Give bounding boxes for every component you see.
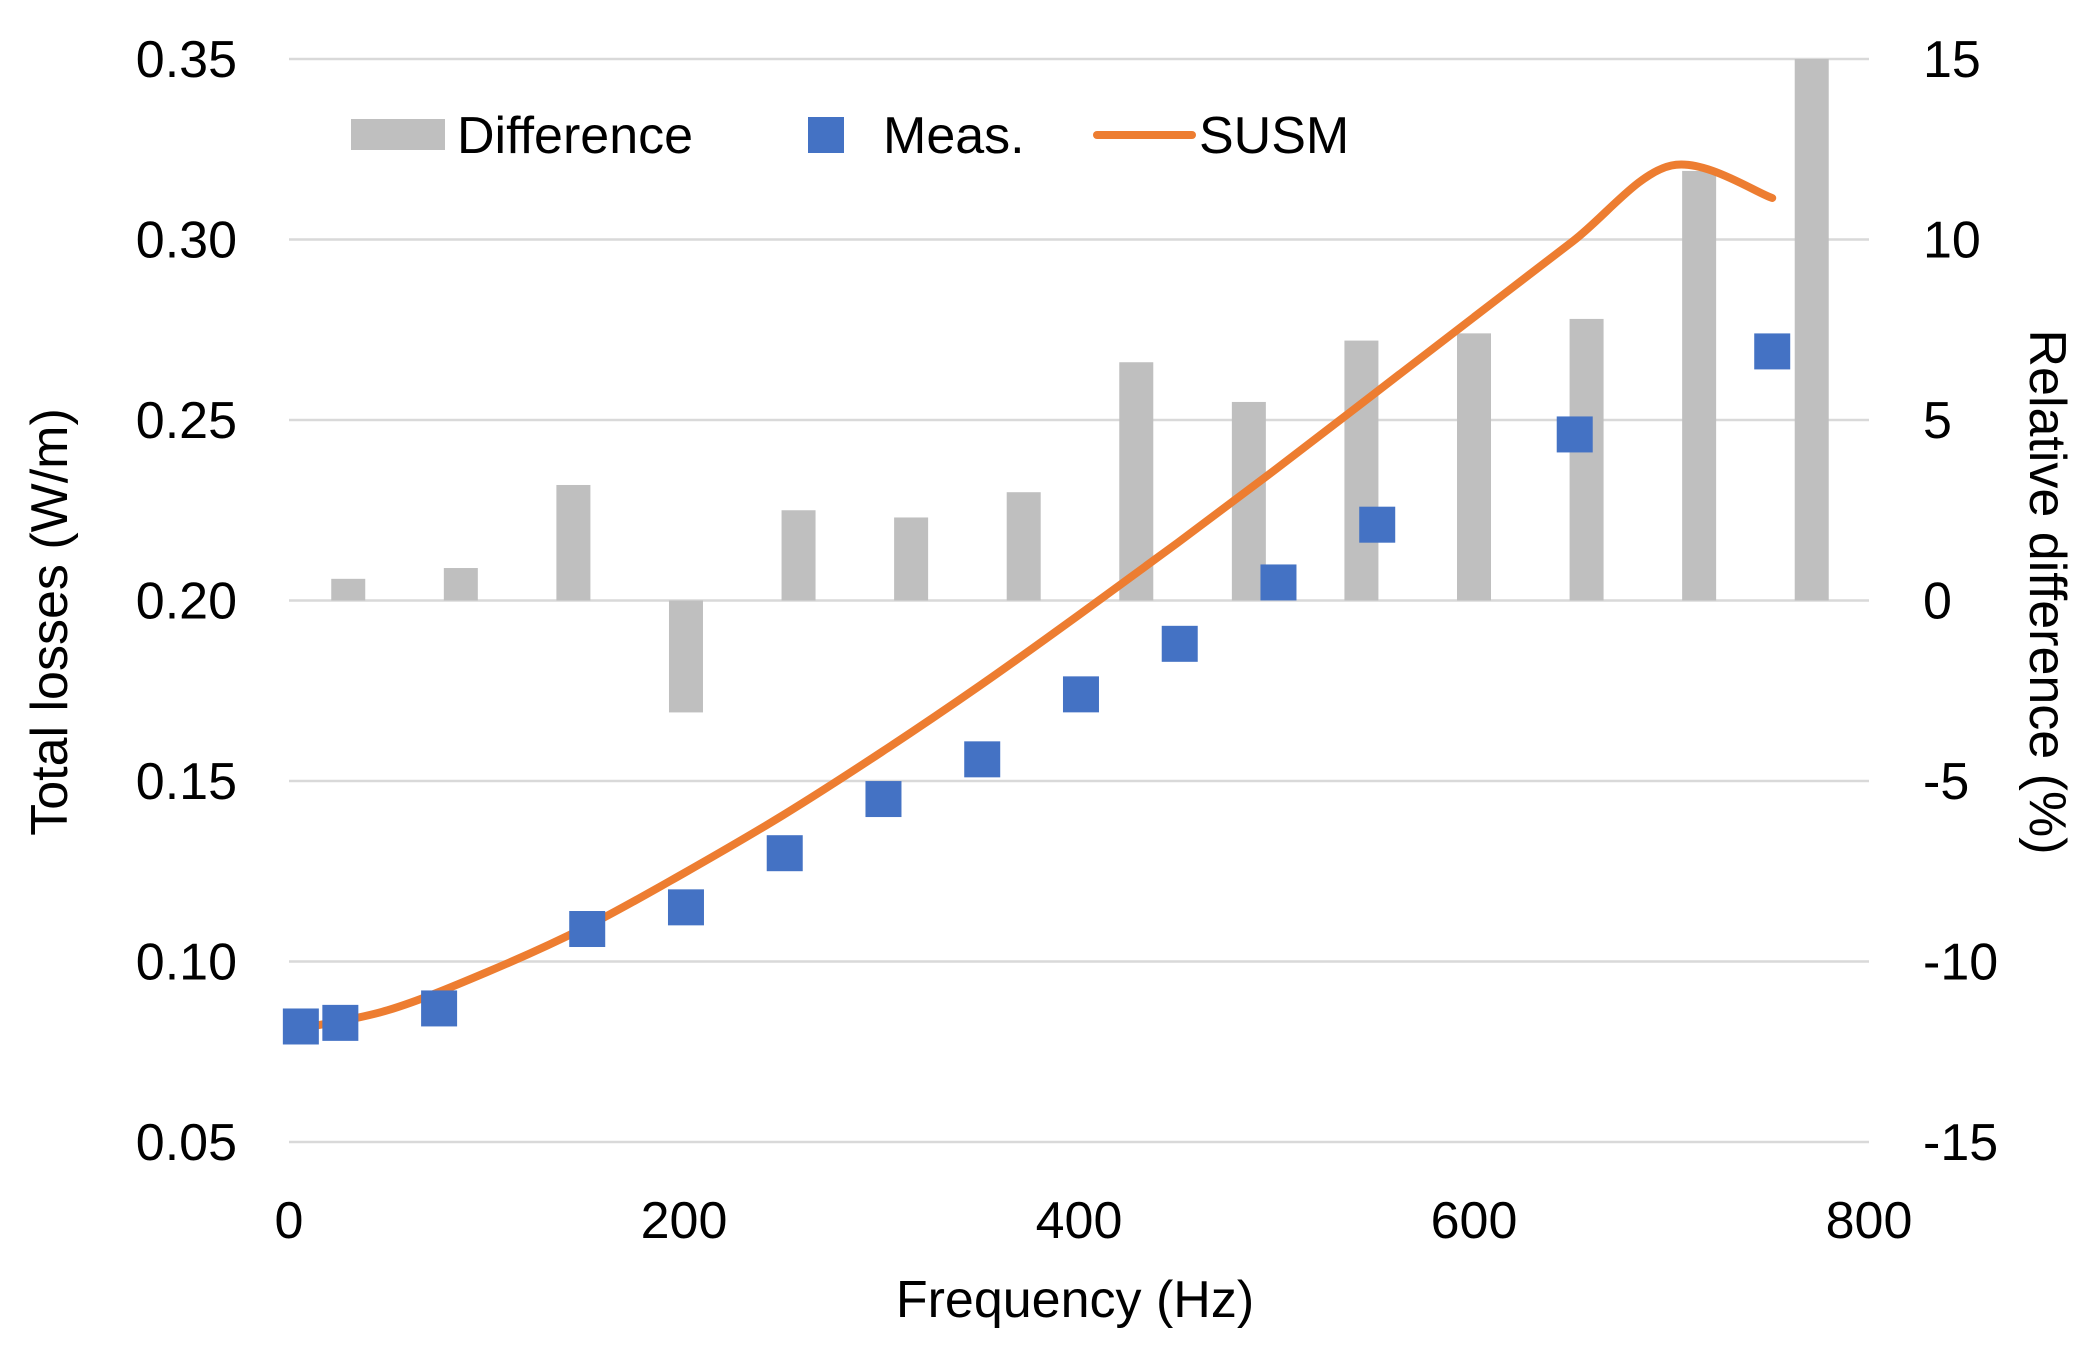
measured-point: [569, 911, 606, 948]
y-left-tick-label: 0.15: [136, 753, 237, 811]
measured-point: [1161, 625, 1198, 662]
susm-line-group: [296, 160, 1777, 1033]
y-left-tick-label: 0.30: [136, 212, 237, 270]
gridlines: [289, 57, 1869, 1144]
difference-bar: [1457, 333, 1491, 601]
susm-line: [296, 160, 1777, 1033]
measured-point: [1062, 676, 1099, 713]
difference-bar: [1569, 318, 1604, 601]
y-left-tick-label: 0.25: [136, 392, 237, 450]
measured-points: [282, 333, 1791, 1045]
measured-point: [1556, 416, 1593, 453]
legend-difference-label: Difference: [457, 107, 693, 165]
legend-susm-label: SUSM: [1199, 107, 1349, 165]
legend-meas-label: Meas.: [883, 107, 1025, 165]
x-tick-label: 400: [1036, 1192, 1123, 1250]
difference-bar: [443, 568, 478, 601]
y-axis-left-title: Total losses (W/m): [21, 408, 79, 836]
y-right-tick-label: -5: [1923, 753, 1969, 811]
measured-point: [1359, 506, 1396, 543]
difference-bar: [1344, 340, 1379, 601]
y-right-tick-label: 10: [1923, 212, 1981, 270]
y-left-tick-label: 0.10: [136, 934, 237, 992]
y-left-tick-label: 0.35: [136, 31, 237, 89]
difference-bar: [1794, 59, 1829, 601]
difference-bar: [331, 578, 366, 601]
y-right-tick-label: 5: [1923, 392, 1952, 450]
legend-meas-swatch: [808, 117, 844, 153]
y-right-tick-label: 15: [1923, 31, 1981, 89]
y-left-tick-label: 0.20: [136, 573, 237, 631]
y-right-tick-label: -10: [1923, 934, 1998, 992]
difference-bar: [556, 484, 591, 601]
difference-bars: [331, 59, 1829, 713]
measured-point: [865, 781, 902, 818]
measured-point: [667, 889, 704, 926]
measured-point: [964, 741, 1001, 778]
x-tick-label: 600: [1431, 1192, 1518, 1250]
measured-point: [282, 1008, 319, 1045]
y-axis-right-title: Relative difference (%): [2018, 329, 2076, 854]
measured-point: [1260, 564, 1297, 601]
y-right-tick-label: 0: [1923, 573, 1952, 631]
x-tick-label: 200: [641, 1192, 728, 1250]
difference-bar: [1006, 492, 1041, 601]
y-left-tick-label: 0.05: [136, 1114, 237, 1172]
measured-point: [421, 990, 458, 1027]
x-axis-title: Frequency (Hz): [896, 1271, 1254, 1329]
legend: Difference Meas. SUSM: [351, 107, 1349, 165]
measured-point: [766, 835, 803, 872]
legend-difference-swatch: [351, 119, 445, 150]
y-right-tick-label: -15: [1923, 1114, 1998, 1172]
difference-bar: [1682, 170, 1717, 601]
tick-labels: 0.05 0.10 0.15 0.20 0.25 0.30 0.35 -15 -10 -5 0 5 10…: [136, 31, 1998, 1250]
difference-bar: [668, 600, 703, 713]
difference-bar: [894, 517, 929, 601]
difference-bar: [781, 510, 816, 601]
x-tick-label: 0: [275, 1192, 304, 1250]
x-tick-label: 800: [1826, 1192, 1913, 1250]
measured-point: [1754, 333, 1791, 370]
measured-point: [322, 1004, 359, 1041]
